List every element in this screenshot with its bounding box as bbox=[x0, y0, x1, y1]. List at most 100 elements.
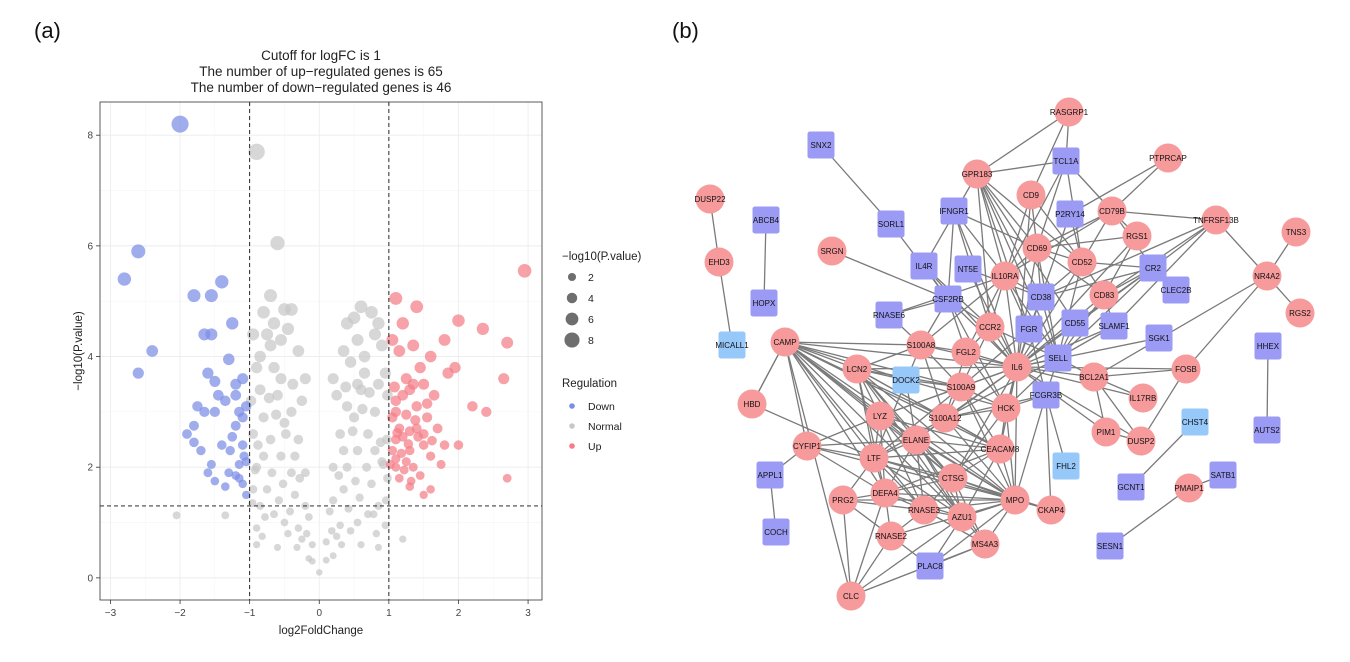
node-sorl1[interactable]: SORL1 bbox=[877, 210, 905, 238]
node-rasgrp1[interactable]: RASGRP1 bbox=[1050, 97, 1089, 127]
node-dock2[interactable]: DOCK2 bbox=[892, 366, 920, 394]
node-gcnt1[interactable]: GCNT1 bbox=[1117, 473, 1145, 501]
node-satb1[interactable]: SATB1 bbox=[1209, 461, 1237, 489]
point-up bbox=[425, 451, 436, 461]
node-clec2b[interactable]: CLEC2B bbox=[1160, 276, 1192, 304]
node-camp[interactable]: CAMP bbox=[770, 327, 800, 357]
node-il10ra[interactable]: IL10RA bbox=[990, 261, 1020, 291]
node-il4r[interactable]: IL4R bbox=[910, 252, 938, 280]
node-clc[interactable]: CLC bbox=[836, 581, 866, 611]
node-label: CD83 bbox=[1094, 291, 1115, 300]
node-s100a8[interactable]: S100A8 bbox=[906, 330, 936, 360]
node-hopx[interactable]: HOPX bbox=[750, 289, 778, 317]
node-plac8[interactable]: PLAC8 bbox=[916, 552, 944, 580]
node-defa4[interactable]: DEFA4 bbox=[870, 478, 900, 508]
point-up bbox=[467, 401, 478, 412]
node-ceacam8[interactable]: CEACAM8 bbox=[981, 434, 1020, 464]
node-fcgr3b[interactable]: FCGR3B bbox=[1030, 381, 1062, 409]
node-square bbox=[750, 289, 778, 317]
node-cd38[interactable]: CD38 bbox=[1027, 283, 1055, 311]
node-sesn1[interactable]: SESN1 bbox=[1096, 532, 1124, 560]
point-normal bbox=[252, 524, 261, 532]
node-ctsg[interactable]: CTSG bbox=[938, 463, 968, 493]
node-sell[interactable]: SELL bbox=[1044, 344, 1072, 372]
node-circle bbox=[991, 393, 1021, 423]
node-dusp22[interactable]: DUSP22 bbox=[694, 184, 726, 214]
node-ptprcap[interactable]: PTPRCAP bbox=[1149, 143, 1187, 173]
point-normal bbox=[304, 513, 313, 521]
node-ckap4[interactable]: CKAP4 bbox=[1036, 495, 1066, 525]
node-ifngr1[interactable]: IFNGR1 bbox=[939, 197, 969, 225]
node-il6[interactable]: IL6 bbox=[1002, 352, 1032, 382]
node-rgs1[interactable]: RGS1 bbox=[1122, 221, 1152, 251]
node-fgl2[interactable]: FGL2 bbox=[951, 337, 981, 367]
node-fgr[interactable]: FGR bbox=[1015, 315, 1043, 343]
node-cd83[interactable]: CD83 bbox=[1089, 280, 1119, 310]
node-ehd3[interactable]: EHD3 bbox=[704, 247, 734, 277]
node-ccr2[interactable]: CCR2 bbox=[975, 312, 1005, 342]
node-label: FHL2 bbox=[1056, 462, 1076, 471]
node-gpr183[interactable]: GPR183 bbox=[962, 159, 993, 189]
node-coch[interactable]: COCH bbox=[762, 518, 790, 546]
network-edge bbox=[976, 173, 1006, 277]
node-il17rb[interactable]: IL17RB bbox=[1128, 383, 1158, 413]
node-hhex[interactable]: HHEX bbox=[1254, 332, 1282, 360]
node-azu1[interactable]: AZU1 bbox=[947, 502, 977, 532]
node-cd69[interactable]: CD69 bbox=[1022, 233, 1052, 263]
node-tnfrsf13b[interactable]: TNFRSF13B bbox=[1193, 205, 1239, 235]
node-bcl2a1[interactable]: BCL2A1 bbox=[1079, 362, 1109, 392]
node-p2ry14[interactable]: P2RY14 bbox=[1055, 200, 1085, 228]
node-nr4a2[interactable]: NR4A2 bbox=[1252, 261, 1282, 291]
node-label: CEACAM8 bbox=[981, 445, 1020, 454]
node-tcl1a[interactable]: TCL1A bbox=[1052, 147, 1080, 175]
node-ltf[interactable]: LTF bbox=[859, 443, 889, 473]
node-hck[interactable]: HCK bbox=[991, 393, 1021, 423]
node-square bbox=[756, 461, 784, 489]
node-csf2rb[interactable]: CSF2RB bbox=[932, 285, 964, 313]
node-circle bbox=[990, 261, 1020, 291]
node-tns3[interactable]: TNS3 bbox=[1281, 217, 1311, 247]
node-pmaip1[interactable]: PMAIP1 bbox=[1174, 473, 1204, 503]
node-rnase6[interactable]: RNASE6 bbox=[873, 301, 906, 329]
node-pim1[interactable]: PIM1 bbox=[1091, 417, 1121, 447]
node-snx2[interactable]: SNX2 bbox=[807, 131, 835, 159]
node-micall1[interactable]: MICALL1 bbox=[715, 331, 749, 359]
node-cd79b[interactable]: CD79B bbox=[1097, 196, 1127, 226]
node-s100a9[interactable]: S100A9 bbox=[946, 372, 976, 402]
node-cyfip1[interactable]: CYFIP1 bbox=[792, 431, 822, 461]
network-edge bbox=[1016, 294, 1105, 368]
node-mpo[interactable]: MPO bbox=[1000, 485, 1030, 515]
node-rnase3[interactable]: RNASE3 bbox=[908, 495, 941, 525]
node-lyz[interactable]: LYZ bbox=[865, 401, 895, 431]
network-edge bbox=[879, 415, 1001, 450]
node-sgk1[interactable]: SGK1 bbox=[1145, 324, 1173, 352]
node-ms4a3[interactable]: MS4A3 bbox=[970, 529, 1000, 559]
node-cd55[interactable]: CD55 bbox=[1061, 309, 1089, 337]
node-elane[interactable]: ELANE bbox=[901, 425, 931, 455]
node-prg2[interactable]: PRG2 bbox=[828, 485, 858, 515]
point-normal bbox=[336, 521, 344, 530]
node-abcb4[interactable]: ABCB4 bbox=[752, 206, 780, 234]
node-rgs2[interactable]: RGS2 bbox=[1285, 298, 1315, 328]
node-cd52[interactable]: CD52 bbox=[1067, 247, 1097, 277]
node-lcn2[interactable]: LCN2 bbox=[842, 354, 872, 384]
point-up bbox=[421, 398, 433, 409]
node-auts2[interactable]: AUTS2 bbox=[1253, 416, 1281, 444]
node-label: CTSG bbox=[942, 474, 964, 483]
node-chst4[interactable]: CHST4 bbox=[1181, 408, 1209, 436]
point-normal bbox=[347, 426, 358, 437]
node-square bbox=[934, 285, 962, 313]
node-nt5e[interactable]: NT5E bbox=[954, 255, 982, 283]
node-cr2[interactable]: CR2 bbox=[1139, 254, 1167, 282]
node-s100a12[interactable]: S100A12 bbox=[929, 403, 962, 433]
node-appl1[interactable]: APPL1 bbox=[756, 461, 784, 489]
node-cd9[interactable]: CD9 bbox=[1016, 180, 1046, 210]
node-hbd[interactable]: HBD bbox=[737, 389, 767, 419]
node-dusp2[interactable]: DUSP2 bbox=[1126, 426, 1156, 456]
node-rnase2[interactable]: RNASE2 bbox=[875, 521, 908, 551]
point-down bbox=[203, 468, 213, 478]
node-fosb[interactable]: FOSB bbox=[1171, 354, 1201, 384]
node-slamf1[interactable]: SLAMF1 bbox=[1098, 312, 1130, 340]
node-fhl2[interactable]: FHL2 bbox=[1052, 452, 1080, 480]
node-srgn[interactable]: SRGN bbox=[817, 236, 847, 266]
